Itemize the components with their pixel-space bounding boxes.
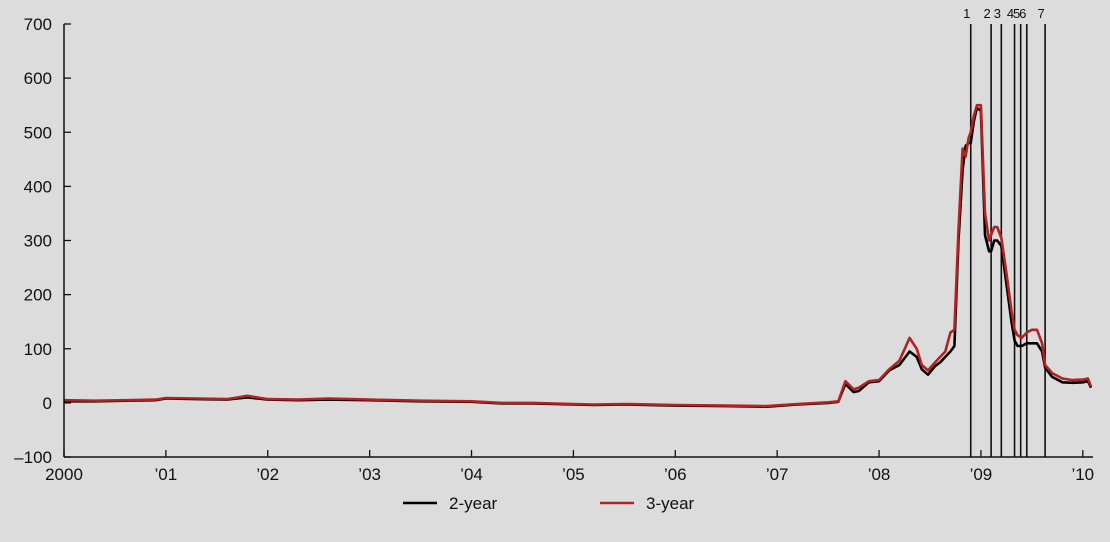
x-tick-label: ’06	[664, 465, 687, 484]
event-label: 5	[1013, 6, 1020, 21]
y-tick-label: 400	[24, 177, 52, 196]
event-label: 6	[1019, 6, 1026, 21]
event-label: 2	[984, 6, 991, 21]
event-label: 4	[1007, 6, 1014, 21]
event-label: 1	[963, 6, 970, 21]
x-tick-label: ’08	[868, 465, 891, 484]
x-tick-label: ’05	[562, 465, 585, 484]
y-tick-label: 0	[43, 394, 52, 413]
y-tick-label: 300	[24, 232, 52, 251]
legend: 2-year 3-year	[403, 494, 695, 513]
x-tick-label: ’02	[256, 465, 279, 484]
x-tick-label: ’07	[766, 465, 789, 484]
x-tick-label: ’10	[1071, 465, 1094, 484]
legend-label: 3-year	[646, 494, 695, 513]
series-line-three-year	[63, 103, 1093, 408]
series-lines	[63, 103, 1093, 409]
y-tick-label: –100	[14, 448, 52, 467]
y-tick-label: 600	[24, 69, 52, 88]
x-tick-label: ’01	[155, 465, 178, 484]
x-tick-label: ’04	[460, 465, 483, 484]
event-markers: 1 2 3 456 7	[963, 6, 1046, 457]
y-tick-label: 100	[24, 340, 52, 359]
x-axis: 2000 ’01 ’02 ’03 ’04 ’05 ’06 ’07 ’08 ’09 ’10	[45, 450, 1094, 484]
axis-lines	[63, 24, 1093, 458]
x-tick-label: 2000	[45, 465, 83, 484]
y-tick-label: 500	[24, 123, 52, 142]
legend-label: 2-year	[449, 494, 498, 513]
x-tick-label: ’03	[358, 465, 381, 484]
event-label: 3	[994, 6, 1001, 21]
y-axis: 700 600 500 400 300 200 100 0 –100	[14, 15, 71, 467]
event-label: 7	[1037, 6, 1044, 21]
y-tick-label: 700	[24, 15, 52, 34]
y-tick-label: 200	[24, 286, 52, 305]
x-tick-label: ’09	[970, 465, 993, 484]
